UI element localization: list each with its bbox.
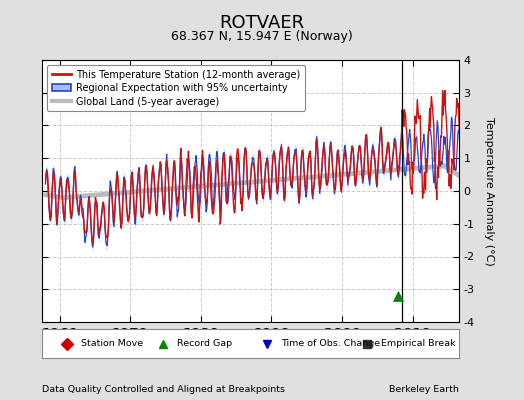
Text: Station Move: Station Move — [82, 339, 144, 348]
Text: Empirical Break: Empirical Break — [381, 339, 456, 348]
Text: Berkeley Earth: Berkeley Earth — [389, 385, 458, 394]
Text: Data Quality Controlled and Aligned at Breakpoints: Data Quality Controlled and Aligned at B… — [42, 385, 285, 394]
Text: Record Gap: Record Gap — [177, 339, 233, 348]
Y-axis label: Temperature Anomaly (°C): Temperature Anomaly (°C) — [484, 117, 494, 265]
Text: ROTVAER: ROTVAER — [220, 14, 304, 32]
Legend: This Temperature Station (12-month average), Regional Expectation with 95% uncer: This Temperature Station (12-month avera… — [47, 65, 305, 111]
Text: Time of Obs. Change: Time of Obs. Change — [281, 339, 380, 348]
Text: 68.367 N, 15.947 E (Norway): 68.367 N, 15.947 E (Norway) — [171, 30, 353, 43]
